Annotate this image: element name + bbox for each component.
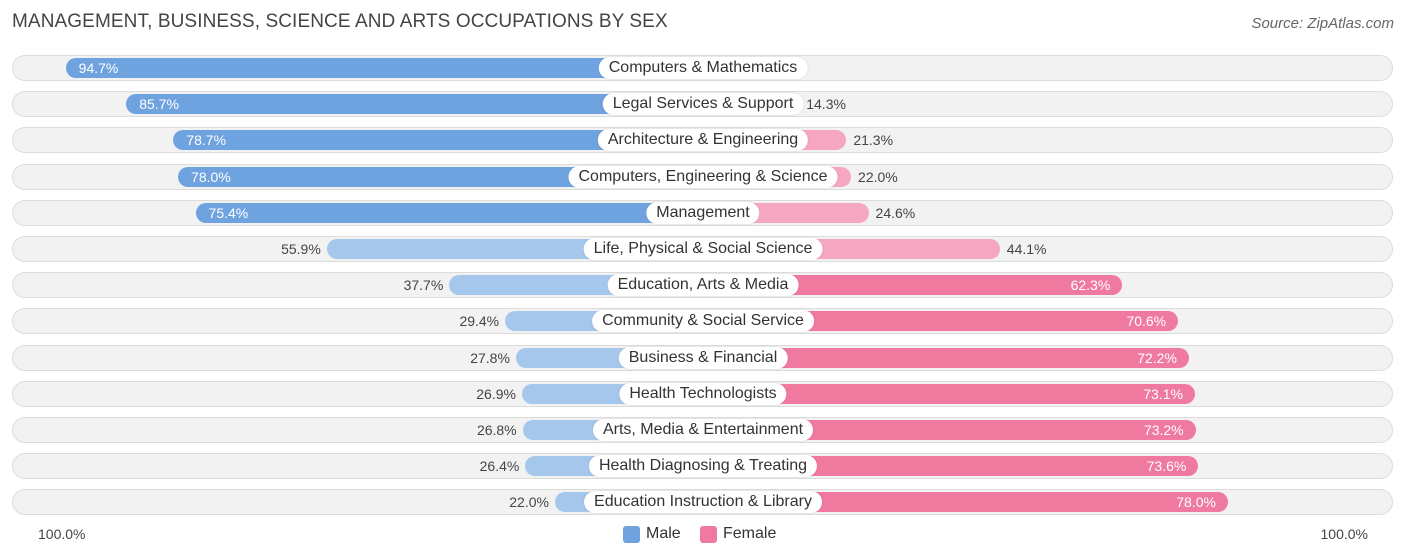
category-label: Management (646, 202, 760, 224)
value-label-male: 37.7% (403, 277, 444, 293)
value-label-female: 73.2% (1143, 422, 1184, 438)
bar-female[interactable] (703, 348, 1189, 368)
category-label: Health Diagnosing & Treating (588, 455, 818, 477)
value-label-female: 73.1% (1143, 386, 1183, 402)
value-label-male: 29.4% (459, 313, 500, 329)
bar-female[interactable] (703, 456, 1199, 476)
chart-source: Source: ZipAtlas.com (1251, 15, 1394, 32)
legend-item-female[interactable]: Female (700, 524, 776, 544)
legend-label-male: Male (646, 525, 681, 542)
legend-item-male[interactable]: Male (623, 524, 681, 544)
bar-female[interactable] (703, 384, 1195, 404)
category-label: Life, Physical & Social Science (583, 238, 823, 260)
value-label-male: 26.9% (476, 386, 516, 402)
axis-right-label: 100.0% (1320, 526, 1368, 542)
value-label-female: 78.0% (1176, 494, 1216, 510)
legend-swatch-female (700, 525, 717, 543)
value-label-male: 85.7% (139, 96, 179, 112)
chart-title: MANAGEMENT, BUSINESS, SCIENCE AND ARTS O… (12, 11, 668, 32)
category-label: Architecture & Engineering (597, 129, 809, 151)
bar-female[interactable] (703, 311, 1179, 331)
category-label: Legal Services & Support (602, 93, 804, 115)
bar-female[interactable] (703, 492, 1228, 512)
value-label-female: 73.6% (1146, 458, 1187, 474)
axis-left-label: 100.0% (38, 526, 86, 542)
value-label-male: 26.8% (476, 422, 517, 438)
value-label-male: 26.4% (479, 458, 520, 474)
value-label-male: 78.7% (186, 132, 227, 148)
value-label-female: 24.6% (875, 205, 916, 221)
value-label-male: 27.8% (470, 350, 510, 366)
value-label-female: 44.1% (1006, 241, 1047, 257)
category-label: Community & Social Service (592, 310, 814, 332)
category-label: Computers, Engineering & Science (568, 166, 838, 188)
value-label-female: 62.3% (1070, 277, 1111, 293)
value-label-female: 14.3% (806, 96, 846, 112)
category-label: Arts, Media & Entertainment (592, 419, 814, 441)
bar-female[interactable] (703, 420, 1196, 440)
value-label-female: 21.3% (853, 132, 894, 148)
category-label: Business & Financial (618, 347, 788, 369)
bar-male[interactable] (195, 203, 703, 223)
bar-male[interactable] (126, 94, 703, 114)
legend: Male Female (0, 524, 1406, 544)
value-label-male: 78.0% (191, 169, 231, 185)
category-label: Health Technologists (619, 383, 787, 405)
legend-swatch-male (623, 525, 640, 543)
value-label-female: 22.0% (858, 169, 898, 185)
value-label-male: 22.0% (509, 494, 549, 510)
category-label: Computers & Mathematics (598, 57, 808, 79)
legend-label-female: Female (723, 525, 777, 542)
value-label-male: 75.4% (208, 205, 249, 221)
value-label-male: 94.7% (78, 60, 119, 76)
bar-female[interactable] (703, 275, 1123, 295)
value-label-female: 70.6% (1126, 313, 1167, 329)
category-label: Education Instruction & Library (584, 491, 822, 513)
bar-male[interactable] (173, 130, 703, 150)
value-label-female: 72.2% (1137, 350, 1177, 366)
bar-male[interactable] (65, 58, 703, 78)
value-label-male: 55.9% (281, 241, 321, 257)
category-label: Education, Arts & Media (607, 274, 799, 296)
